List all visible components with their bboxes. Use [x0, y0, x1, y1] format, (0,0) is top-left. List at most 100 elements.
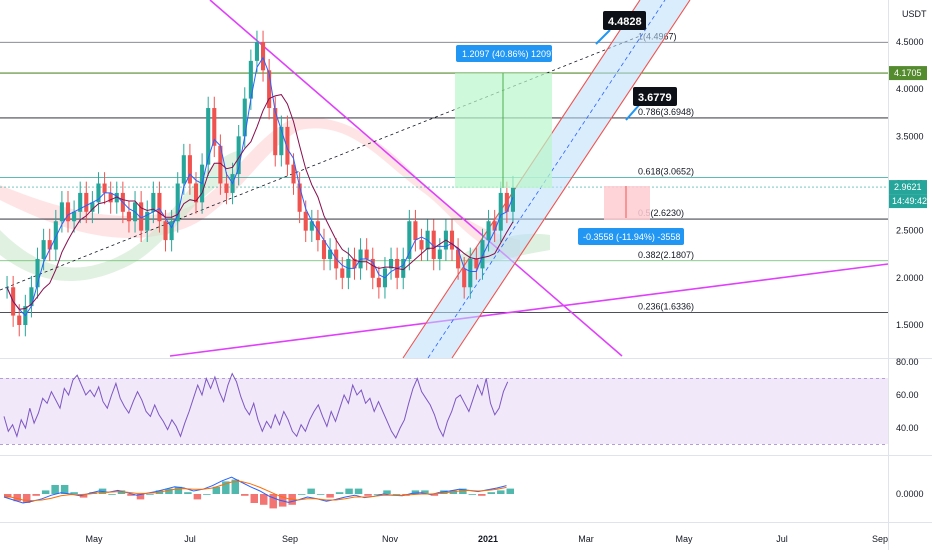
price-tick-label: 4.0000: [896, 84, 924, 94]
dashed-trend-line: [0, 35, 641, 291]
candle-body: [309, 221, 314, 231]
candle-body: [492, 221, 497, 231]
candle-body: [285, 126, 290, 165]
candle-body: [242, 98, 247, 137]
macd-histogram-bar: [497, 490, 505, 494]
position-boxes[interactable]: 1.2097 (40.86%) 12097 -0.3558 (-11.94%) -…: [455, 45, 684, 245]
candle-body: [279, 126, 284, 156]
fib-retracement[interactable]: 1(4.4967)0.786(3.6948)0.618(3.0652)0.5(2…: [0, 31, 888, 313]
macd-histogram-bar: [32, 494, 40, 496]
time-tick-label: Mar: [578, 534, 594, 544]
macd-histogram-bar: [231, 479, 240, 494]
candle-body: [163, 221, 168, 241]
fib-level-label: 0.618(3.0652): [638, 166, 694, 176]
candle-body: [267, 70, 272, 109]
short-position-box: [604, 186, 650, 220]
time-tick-label: Jul: [776, 534, 788, 544]
candle-body: [407, 221, 412, 259]
candle-body: [108, 192, 113, 203]
macd-histogram-bar: [70, 492, 78, 494]
candle-body: [437, 249, 442, 259]
macd-histogram-bar: [13, 494, 21, 502]
time-axis[interactable]: May Jul Sep Nov 2021 Mar May Jul Sep: [85, 534, 888, 544]
candle-body: [431, 230, 436, 259]
candle-body: [486, 221, 491, 241]
time-tick-label: Sep: [282, 534, 298, 544]
candle-body: [401, 258, 406, 278]
time-tick-label: Nov: [382, 534, 399, 544]
macd-histogram-bar: [146, 494, 154, 495]
macd-histogram-bar: [165, 488, 173, 494]
candle-body: [261, 42, 266, 71]
macd-histogram-bar: [136, 494, 145, 500]
candle-body: [254, 42, 259, 61]
rsi-tick-label: 80.00: [896, 357, 919, 367]
price-tick-label: 4.5000: [896, 37, 924, 47]
candle-body: [303, 211, 308, 231]
marked-level-badge: [889, 66, 927, 81]
candle-body: [364, 249, 369, 259]
macd-histogram-bar: [345, 488, 353, 494]
candle-body: [72, 211, 77, 222]
time-tick-label: 2021: [478, 534, 498, 544]
candle-body: [340, 268, 345, 278]
candle-body: [462, 268, 467, 288]
candle-body: [78, 192, 83, 212]
macd-histogram-bar: [421, 490, 429, 494]
ascending-trend-line: [169, 263, 889, 357]
fib-level-label: 0.236(1.6336): [638, 301, 694, 311]
price-tick-label: 1.5000: [896, 320, 924, 330]
price-tick-label: 3.5000: [896, 131, 924, 141]
fib-level-label: 0.786(3.6948): [638, 107, 694, 117]
macd-histogram-bar: [60, 485, 69, 494]
macd-histogram-bar: [478, 494, 486, 496]
price-callouts: 4.4828 3.6779: [595, 11, 677, 121]
macd-histogram-bar: [222, 481, 230, 494]
macd-histogram-bar: [307, 488, 315, 494]
candles: [5, 30, 515, 337]
macd-indicator: [3, 476, 514, 509]
time-tick-label: May: [85, 534, 103, 544]
candle-body: [510, 187, 515, 212]
candle-body: [389, 258, 394, 269]
macd-histogram-bar: [383, 490, 391, 494]
candle-body: [139, 202, 144, 231]
rsi-tick-label: 60.00: [896, 390, 919, 400]
candle-body: [218, 145, 223, 184]
macd-histogram-bar: [335, 492, 344, 494]
candle-body: [169, 221, 174, 241]
fib-level-label: 0.382(2.1807): [638, 250, 694, 260]
candle-body: [248, 60, 253, 99]
rsi-line: [3, 372, 509, 439]
price-tick-label: 2.5000: [896, 226, 924, 236]
candle-body: [41, 240, 46, 259]
macd-histogram-bar: [430, 494, 439, 496]
candle-body: [47, 240, 52, 250]
currency-label[interactable]: USDT: [902, 9, 927, 19]
candle-body: [236, 136, 241, 175]
price-axis[interactable]: USDT 4.50004.00003.50003.00002.50002.000…: [889, 9, 927, 499]
short-position-label: -0.3558 (-11.94%) -3558: [583, 232, 680, 242]
macd-histogram-bar: [392, 494, 401, 495]
current-price-badge: [889, 180, 927, 195]
time-tick-label: Jul: [184, 534, 196, 544]
macd-histogram-bar: [241, 494, 249, 496]
short-position-label-bg: [578, 228, 684, 245]
macd-histogram-bar: [316, 494, 325, 495]
macd-histogram-bar: [278, 494, 287, 507]
time-tick-label: Sep: [872, 534, 888, 544]
candle-body: [84, 192, 89, 212]
macd-histogram-bar: [260, 494, 268, 505]
countdown-badge: [889, 194, 927, 209]
long-position-label-bg: [456, 45, 552, 62]
candle-body: [212, 108, 217, 146]
macd-histogram-bar: [297, 494, 306, 495]
macd-histogram-bar: [108, 494, 116, 495]
macd-histogram-bar: [22, 494, 31, 503]
macd-histogram-bar: [79, 494, 88, 498]
macd-histogram-bar: [364, 494, 372, 496]
target-mid-badge: [633, 87, 677, 106]
current-price-label: 2.9621: [894, 182, 922, 192]
